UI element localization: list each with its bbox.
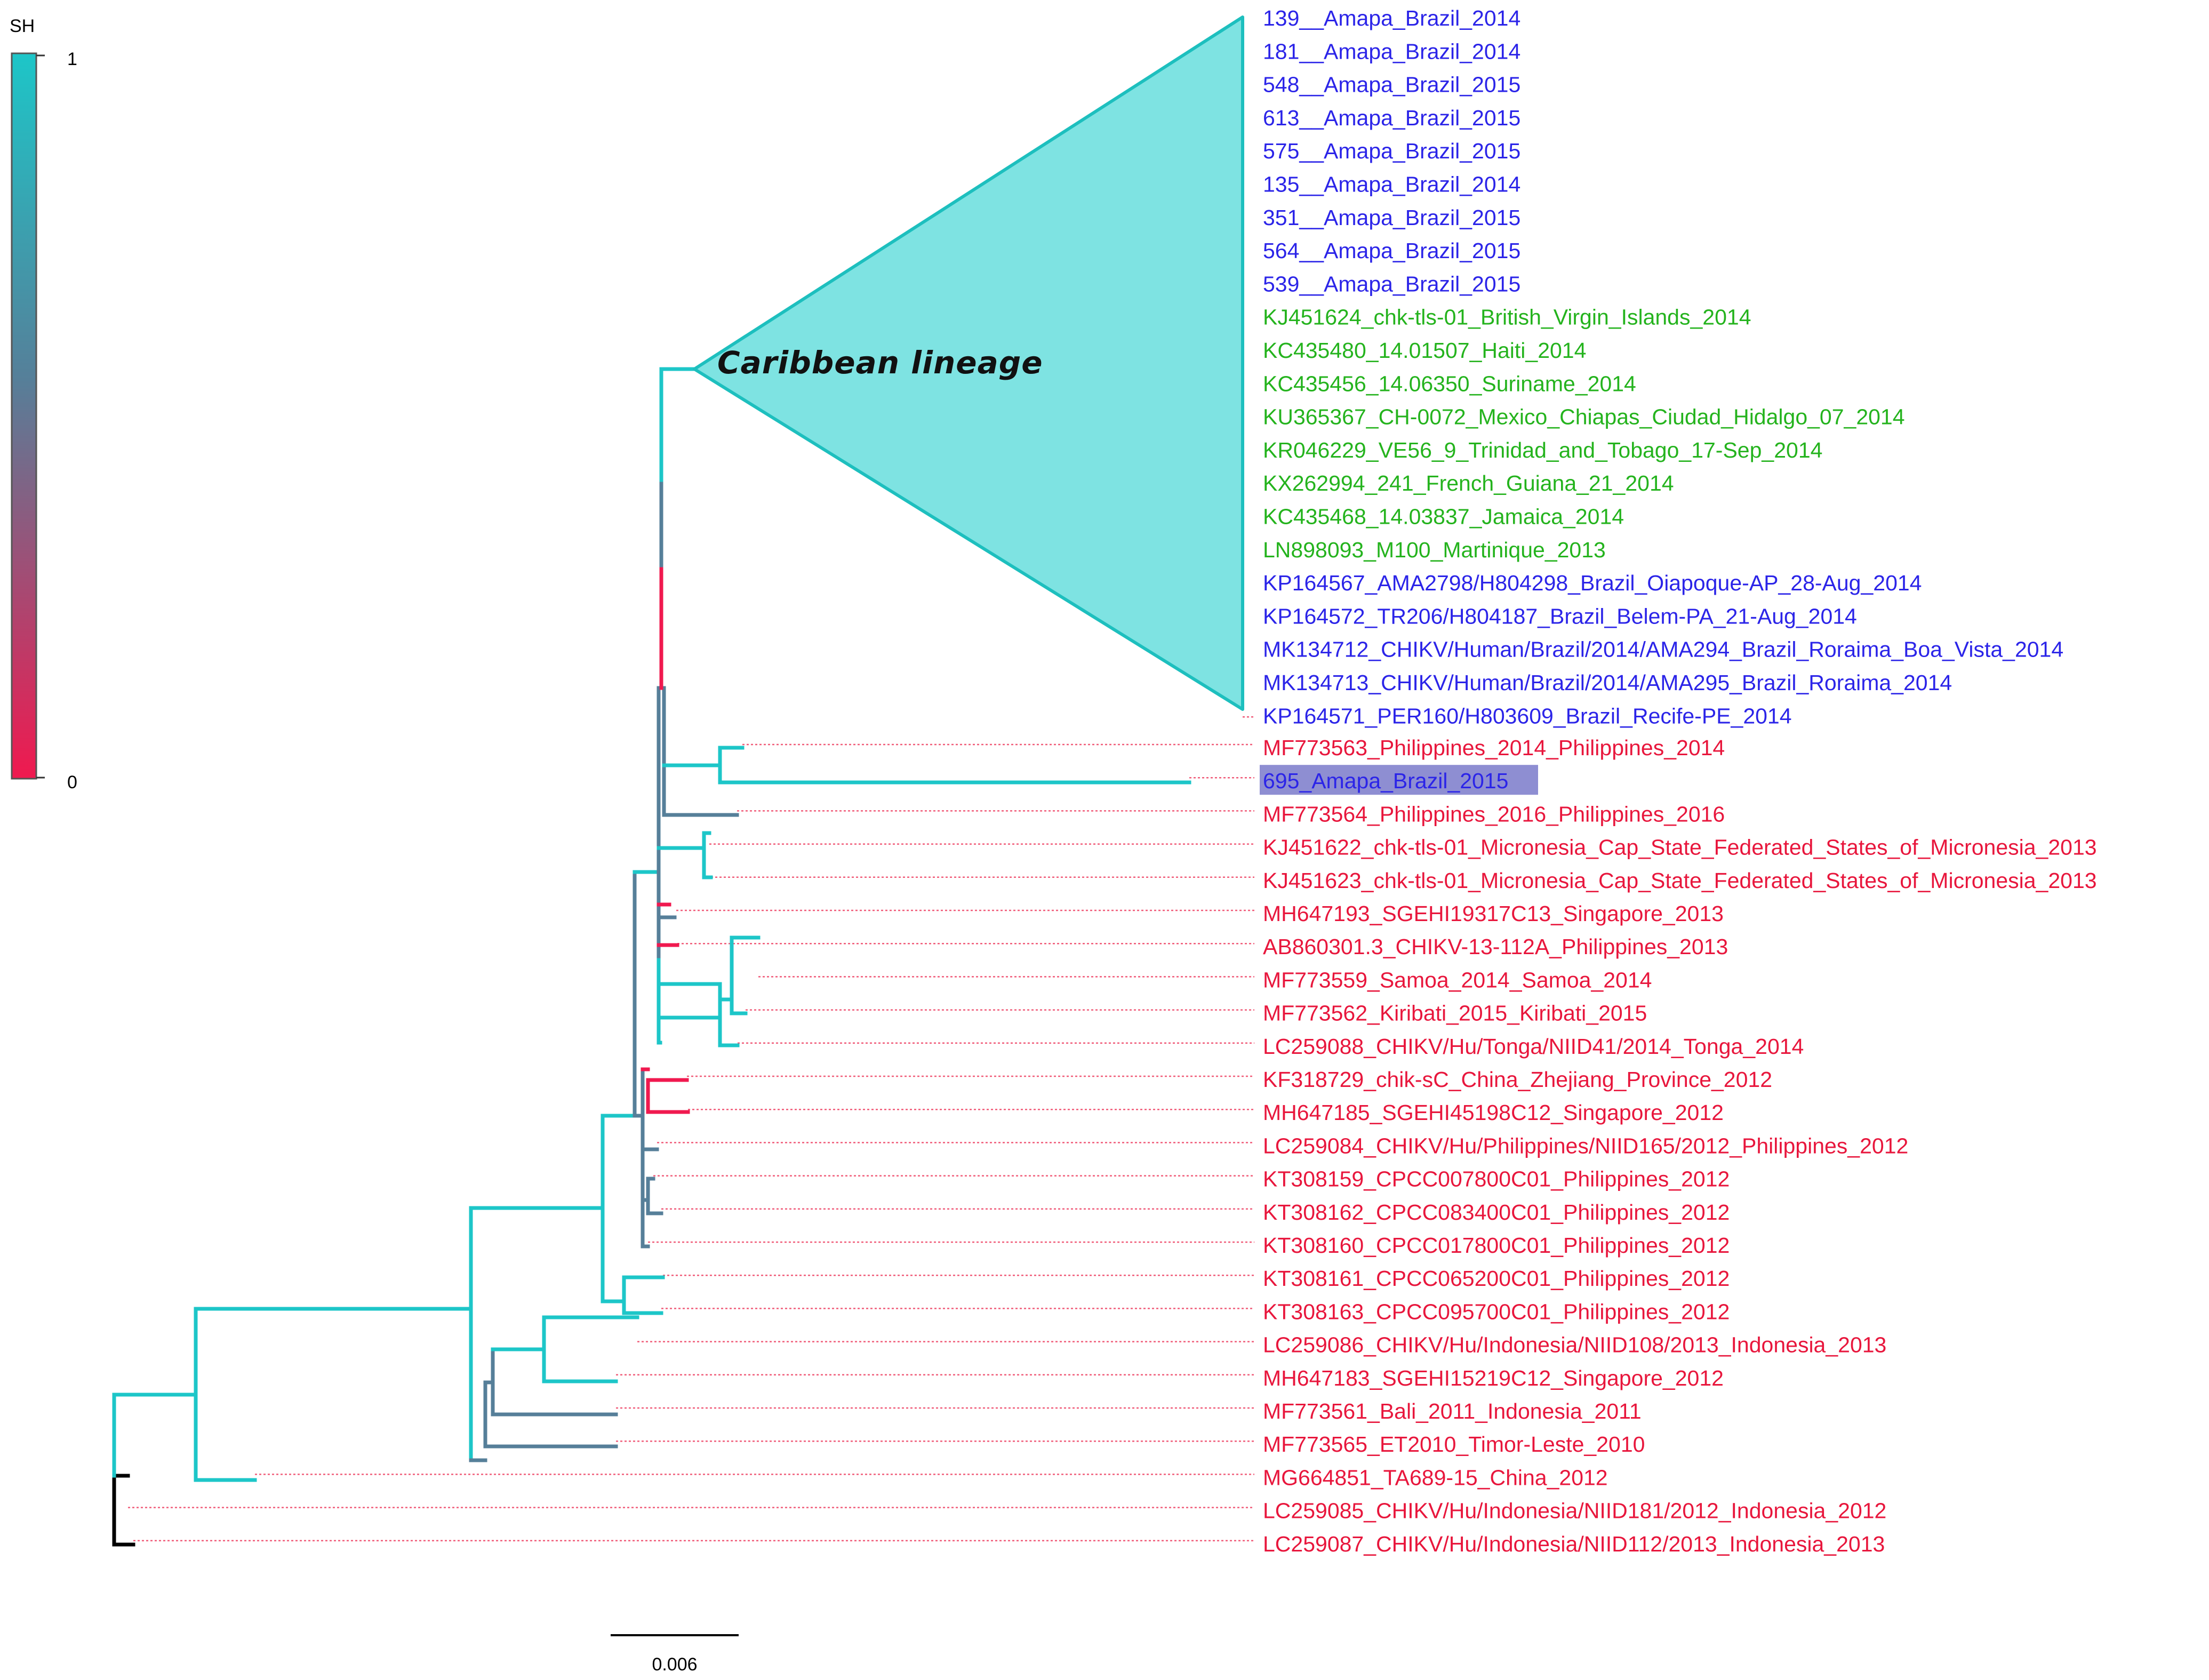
- tip-labels: 139__Amapa_Brazil_2014 181__Amapa_Brazil_…: [1260, 6, 2097, 1556]
- tip-label: MH647185_SGEHI45198C12_Singapore_2012: [1263, 1100, 1724, 1125]
- clade-tip-label: 548__Amapa_Brazil_2015: [1263, 73, 1520, 97]
- highlighted-tip-background: [1260, 765, 1538, 795]
- tip-label: MF773564_Philippines_2016_Philippines_20…: [1263, 802, 1725, 826]
- legend-min-label: 0: [67, 772, 77, 793]
- clade-tip-label: 564__Amapa_Brazil_2015: [1263, 238, 1520, 263]
- tip-label: MF773562_Kiribati_2015_Kiribati_2015: [1263, 1001, 1647, 1026]
- tip-label: LC259086_CHIKV/Hu/Indonesia/NIID108/2013…: [1263, 1333, 1886, 1357]
- tip-label: LC259085_CHIKV/Hu/Indonesia/NIID181/2012…: [1263, 1499, 1886, 1523]
- tip-label: LC259088_CHIKV/Hu/Tonga/NIID41/2014_Tong…: [1263, 1034, 1804, 1059]
- clade-label: Caribbean lineage: [717, 345, 1043, 381]
- clade-tip-label: 139__Amapa_Brazil_2014: [1263, 6, 1520, 30]
- clade-tip-label: KR046229_VE56_9_Trinidad_and_Tobago_17-S…: [1263, 438, 1822, 462]
- legend-color-bar: [11, 52, 37, 780]
- tip-label: KT308162_CPCC083400C01_Philippines_2012: [1263, 1200, 1730, 1225]
- tip-label: AB860301.3_CHIKV-13-112A_Philippines_201…: [1263, 934, 1728, 959]
- scale-bar: 0.006: [611, 1634, 739, 1675]
- tip-label: MG664851_TA689-15_China_2012: [1263, 1465, 1608, 1490]
- collapsed-clade-triangle: [693, 15, 1244, 711]
- clade-tip-label: KC435468_14.03837_Jamaica_2014: [1263, 505, 1624, 529]
- clade-tip-label: KP164571_PER160/H803609_Brazil_Recife-PE…: [1263, 703, 1792, 728]
- tip-label: MH647193_SGEHI19317C13_Singapore_2013: [1263, 901, 1724, 926]
- clade-tip-label: KP164567_AMA2798/H804298_Brazil_Oiapoque…: [1263, 571, 1922, 595]
- highlighted-tip-label: 695_Amapa_Brazil_2015: [1263, 769, 1508, 793]
- clade-tip-label: 575__Amapa_Brazil_2015: [1263, 139, 1520, 163]
- clade-tip-label: MK134712_CHIKV/Human/Brazil/2014/AMA294_…: [1263, 637, 2063, 662]
- legend-max-label: 1: [67, 49, 77, 69]
- clade-tip-label: 181__Amapa_Brazil_2014: [1263, 39, 1520, 63]
- clade-tip-label: 135__Amapa_Brazil_2014: [1263, 172, 1520, 197]
- clade-tip-label: KX262994_241_French_Guiana_21_2014: [1263, 471, 1674, 495]
- tip-label: KT308159_CPCC007800C01_Philippines_2012: [1263, 1167, 1730, 1191]
- clade-tip-label: 539__Amapa_Brazil_2015: [1263, 271, 1520, 296]
- sh-color-legend: SH 1 0: [10, 16, 77, 793]
- tip-label: KJ451622_chk-tls-01_Micronesia_Cap_State…: [1263, 835, 2097, 860]
- tree-branches: [112, 367, 1191, 1547]
- clade-tip-label: KP164572_TR206/H804187_Brazil_Belem-PA_2…: [1263, 604, 1857, 628]
- tip-label: KJ451623_chk-tls-01_Micronesia_Cap_State…: [1263, 868, 2097, 893]
- clade-tip-label: 613__Amapa_Brazil_2015: [1263, 106, 1520, 130]
- caribbean-lineage-clade: Caribbean lineage: [693, 15, 1244, 711]
- legend-title: SH: [10, 16, 35, 36]
- tip-label: MF773563_Philippines_2014_Philippines_20…: [1263, 735, 1725, 760]
- tip-label: KF318729_chik-sC_China_Zhejiang_Province…: [1263, 1067, 1772, 1092]
- tip-label: MF773565_ET2010_Timor-Leste_2010: [1263, 1432, 1645, 1457]
- clade-tip-label: MK134713_CHIKV/Human/Brazil/2014/AMA295_…: [1263, 670, 1952, 695]
- tip-label: MH647183_SGEHI15219C12_Singapore_2012: [1263, 1366, 1724, 1390]
- clade-tip-label: KC435480_14.01507_Haiti_2014: [1263, 338, 1586, 363]
- scale-bar-label: 0.006: [652, 1654, 697, 1675]
- tip-label: LC259087_CHIKV/Hu/Indonesia/NIID112/2013…: [1263, 1532, 1885, 1556]
- clade-tip-label: 351__Amapa_Brazil_2015: [1263, 205, 1520, 230]
- clade-tip-label: LN898093_M100_Martinique_2013: [1263, 538, 1606, 562]
- tip-label: KT308160_CPCC017800C01_Philippines_2012: [1263, 1233, 1730, 1258]
- clade-tip-label: KC435456_14.06350_Suriname_2014: [1263, 371, 1636, 396]
- tip-label: KT308161_CPCC065200C01_Philippines_2012: [1263, 1266, 1730, 1291]
- tip-label: LC259084_CHIKV/Hu/Philippines/NIID165/20…: [1263, 1133, 1908, 1158]
- tip-label: MF773561_Bali_2011_Indonesia_2011: [1263, 1399, 1642, 1423]
- tip-guide-lines: [128, 716, 1254, 1542]
- tip-label: MF773559_Samoa_2014_Samoa_2014: [1263, 967, 1652, 992]
- clade-tip-label: KJ451624_chk-tls-01_British_Virgin_Islan…: [1263, 305, 1751, 330]
- tip-label: KT308163_CPCC095700C01_Philippines_2012: [1263, 1299, 1730, 1324]
- clade-tip-label: KU365367_CH-0072_Mexico_Chiapas_Ciudad_H…: [1263, 405, 1905, 429]
